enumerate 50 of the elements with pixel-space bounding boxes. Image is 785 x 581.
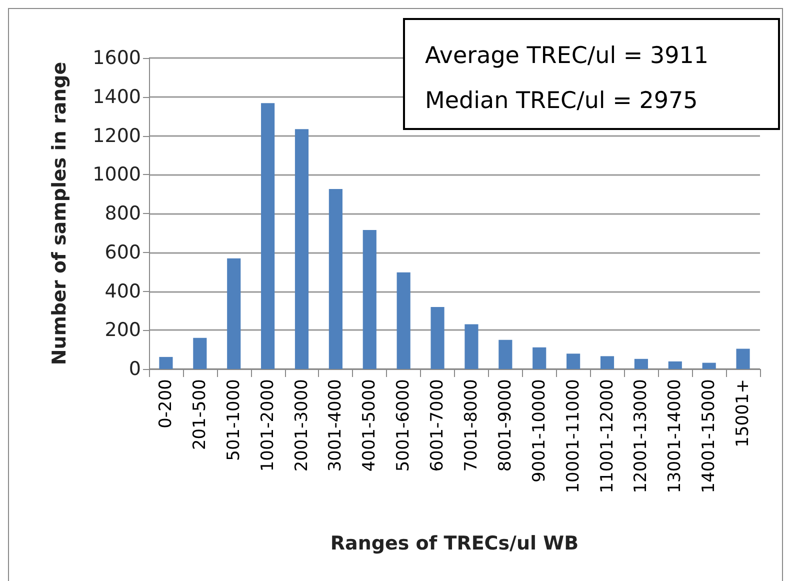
bar xyxy=(532,347,546,369)
y-tick-label: 0 xyxy=(128,358,141,380)
x-tick-label: 14001-15000 xyxy=(699,379,720,494)
bar xyxy=(498,340,512,369)
note-box: Average TREC/ul = 3911 Median TREC/ul = 2975 xyxy=(403,18,780,130)
y-tick-label: 1000 xyxy=(92,164,141,186)
x-tick-label: 12001-13000 xyxy=(631,379,652,494)
y-tick-label: 200 xyxy=(104,319,141,342)
bar xyxy=(159,356,173,369)
x-tick-label: 11001-12000 xyxy=(597,379,618,494)
x-tick-label: 4001-5000 xyxy=(360,379,380,472)
y-tick-label: 1400 xyxy=(92,86,141,108)
bar xyxy=(702,362,716,369)
y-tick-label: 800 xyxy=(104,202,141,224)
annotation: Average TREC/ul = 3911 xyxy=(425,42,710,71)
x-tick-label: 201-500 xyxy=(190,379,210,450)
bar xyxy=(227,258,241,369)
x-tick-label: 501-1000 xyxy=(224,379,244,461)
bar xyxy=(430,306,444,369)
bar xyxy=(396,272,410,369)
bar xyxy=(328,189,342,369)
x-tick-label: 8001-9000 xyxy=(495,379,516,472)
x-tick-label: 3001-4000 xyxy=(326,379,346,472)
bar xyxy=(261,103,275,369)
x-tick-label: 7001-8000 xyxy=(461,379,482,472)
bar xyxy=(566,354,580,369)
x-tick-label: 15001+ xyxy=(733,379,754,448)
x-tick-label: 10001-11000 xyxy=(563,379,584,494)
x-axis-title: Ranges of TRECs/ul WB xyxy=(330,532,579,554)
annotation: Median TREC/ul = 2975 xyxy=(425,87,699,116)
x-tick-label: 2001-3000 xyxy=(292,379,312,472)
x-tick-label: 0-200 xyxy=(156,379,176,428)
y-tick-label: 1600 xyxy=(92,47,141,69)
x-tick-label: 5001-6000 xyxy=(394,379,414,472)
x-tick-label: 13001-14000 xyxy=(665,379,686,494)
y-tick-label: 600 xyxy=(104,241,141,264)
bar xyxy=(464,324,478,369)
bar xyxy=(634,358,648,369)
x-tick-label: 1001-2000 xyxy=(258,379,278,472)
x-tick-label: 6001-7000 xyxy=(428,379,448,472)
bar xyxy=(668,361,682,369)
bar xyxy=(362,230,376,369)
bar xyxy=(294,129,309,369)
bar xyxy=(193,338,207,369)
y-axis-title: Number of samples in range xyxy=(48,62,70,366)
y-tick-label: 1200 xyxy=(92,124,141,147)
bar xyxy=(600,356,614,369)
bar xyxy=(736,348,750,369)
y-tick-label: 400 xyxy=(104,280,141,302)
x-tick-label: 9001-10000 xyxy=(529,379,550,482)
